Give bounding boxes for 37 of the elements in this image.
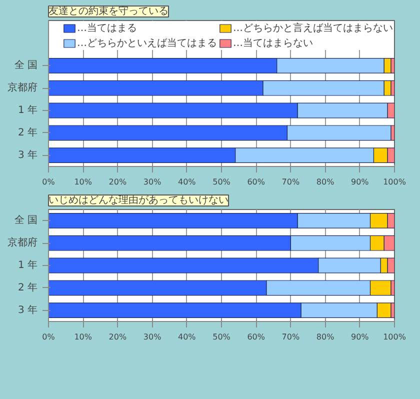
y-tick-label: 全 国 (14, 214, 38, 226)
y-tick-label: 全 国 (14, 59, 38, 72)
x-tick-label: 0% (42, 178, 56, 186)
y-tick-label: 1 年 (18, 259, 38, 271)
x-tick-label: 100% (383, 332, 406, 342)
x-tick-label: 60% (247, 178, 266, 186)
x-tick-label: 10% (74, 332, 92, 342)
y-tick-label: 3 年 (18, 304, 38, 316)
x-tick-label: 20% (108, 178, 127, 186)
y-tick-label: 3 年 (18, 148, 38, 161)
x-tick-label: 80% (316, 332, 335, 342)
chart-title: いじめはどんな理由があってもいけない (48, 194, 228, 206)
x-tick-label: 10% (74, 178, 92, 186)
y-tick-label: 1 年 (18, 104, 38, 116)
x-tick-label: 30% (143, 332, 162, 342)
x-tick-label: 50% (212, 332, 231, 342)
y-tick-label: 京都府 (8, 82, 38, 94)
legend-label: …当てはまる (77, 22, 137, 35)
x-tick-label: 40% (178, 178, 196, 186)
y-tick-label: 2 年 (18, 126, 38, 138)
x-tick-label: 80% (316, 178, 335, 186)
x-tick-label: 100% (383, 178, 406, 186)
x-tick-label: 30% (143, 178, 162, 186)
x-tick-label: 50% (212, 178, 231, 186)
x-tick-label: 70% (282, 332, 300, 342)
x-tick-label: 20% (108, 332, 127, 342)
legend-label: …当てはまらない (233, 36, 313, 50)
x-tick-label: 90% (351, 178, 370, 186)
x-tick-label: 90% (351, 332, 370, 342)
y-tick-label: 京都府 (8, 236, 38, 249)
y-tick-label: 2 年 (18, 281, 38, 294)
x-tick-label: 40% (178, 332, 196, 342)
x-tick-label: 60% (247, 332, 266, 342)
x-tick-label: 70% (282, 178, 300, 186)
legend-label: …どちらかといえば当てはまる (77, 36, 217, 50)
x-tick-label: 0% (42, 332, 56, 342)
legend-label: …どちらかと言えば当てはまらない (233, 22, 393, 35)
